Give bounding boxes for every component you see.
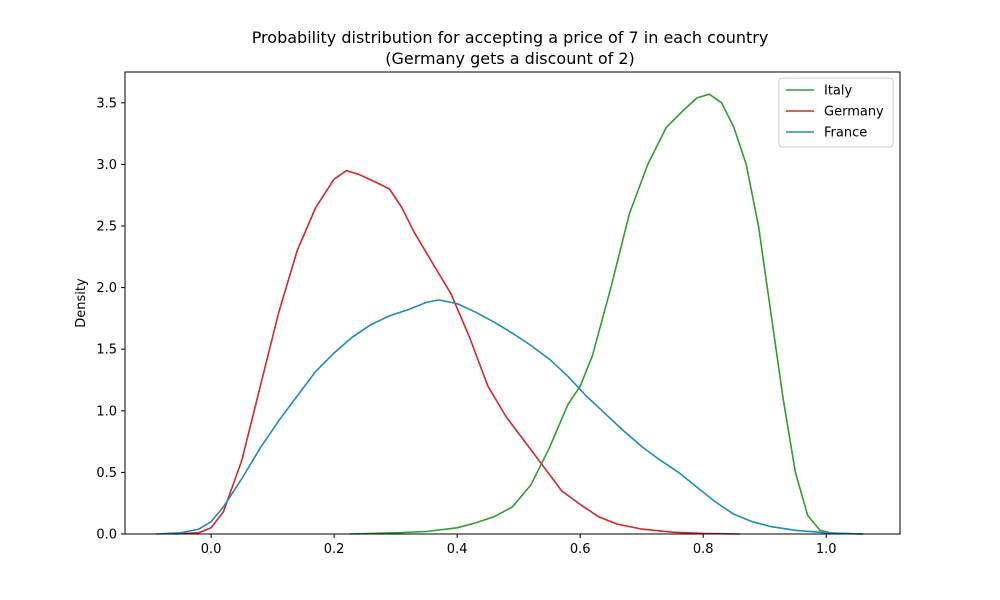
legend-entries: Italy Germany France [786,84,884,141]
x-tick-label: 0.2 [324,542,345,557]
y-tick-label: 1.0 [96,404,117,419]
series-line-france [155,299,864,535]
legend: Italy Germany France [778,77,894,148]
y-axis-ticks: 0.0 0.5 1.0 1.5 2.0 2.5 3.0 3.5 [96,96,125,543]
chart-title: Probability distribution for accepting a… [252,28,769,47]
x-tick-label: 0.8 [693,542,714,557]
x-axis-ticks: 0.0 0.2 0.4 0.6 0.8 1.0 [201,534,837,557]
x-tick-label: 0.6 [570,542,591,557]
y-tick-label: 1.5 [96,343,117,358]
y-tick-label: 0.0 [96,528,117,543]
legend-box [778,77,894,148]
y-axis-label: Density [74,278,89,328]
legend-label-germany: Germany [824,105,884,120]
x-tick-label: 0.0 [201,542,222,557]
series-line-italy [349,93,864,535]
legend-label-france: France [824,126,867,141]
chart-subtitle: (Germany gets a discount of 2) [385,49,635,68]
y-tick-label: 2.0 [96,281,117,296]
x-tick-label: 0.4 [447,542,468,557]
y-tick-label: 0.5 [96,466,117,481]
y-tick-label: 2.5 [96,220,117,235]
x-tick-label: 1.0 [816,542,837,557]
legend-label-italy: Italy [824,84,853,99]
y-tick-label: 3.0 [96,158,117,173]
y-tick-label: 3.5 [96,96,117,111]
series-line-germany [174,169,741,535]
plot-frame [124,71,901,535]
plot-lines [155,93,864,535]
